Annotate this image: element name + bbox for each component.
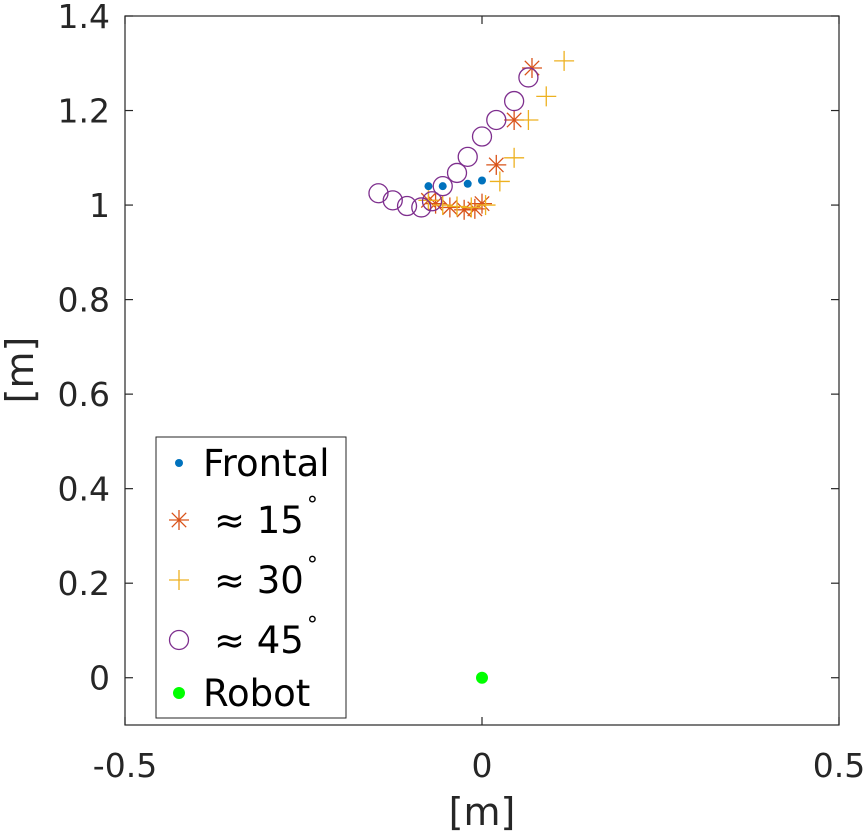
data-point	[432, 176, 453, 197]
x-tick-label: 0	[472, 746, 493, 785]
series-3-markers	[368, 67, 539, 218]
data-point	[518, 67, 539, 88]
y-tick-label: 0.6	[58, 375, 110, 414]
data-point	[446, 162, 468, 184]
legend-entry: ≈ 15 °	[169, 493, 318, 542]
data-point	[518, 109, 539, 130]
legend-degree-sign: °	[307, 493, 318, 518]
legend-degree-sign: °	[307, 553, 318, 578]
series-0-markers	[424, 176, 486, 191]
x-tick-label: 0.5	[813, 746, 865, 785]
series-4-markers	[476, 671, 488, 684]
data-point	[382, 190, 403, 211]
legend: Frontal≈ 15 °≈ 30 °≈ 45 °Robot	[155, 436, 347, 719]
y-tick-label: 1.4	[58, 0, 110, 36]
data-point	[411, 197, 432, 218]
data-point	[489, 171, 510, 192]
data-point	[478, 176, 486, 185]
axis-tick-labels: -0.5 0 0.5 0 0.2 0.4 0.6 0.8 1 1.2 1.4	[58, 0, 866, 785]
data-point	[554, 50, 575, 71]
legend-marker	[175, 459, 183, 467]
legend-label: ≈ 15	[214, 499, 304, 542]
y-tick-label: 0.4	[58, 470, 110, 509]
x-tick-label: -0.5	[93, 746, 157, 785]
data-point	[504, 147, 525, 168]
data-point	[536, 86, 557, 107]
legend-marker	[169, 570, 189, 590]
data-point	[447, 196, 468, 217]
series-2-markers	[418, 50, 575, 218]
data-marks	[368, 50, 575, 684]
data-point	[475, 195, 496, 216]
y-tick-label: 1.2	[58, 92, 110, 131]
data-point	[461, 197, 482, 218]
data-point	[424, 182, 433, 191]
legend-entry: Frontal	[175, 442, 330, 485]
legend-label: ≈ 30	[214, 559, 304, 602]
legend-label: Frontal	[203, 442, 330, 485]
data-point	[368, 183, 389, 204]
data-point	[472, 193, 492, 214]
data-point	[421, 191, 443, 212]
legend-entry: ≈ 45 °	[168, 613, 318, 662]
y-axis-label: [m]	[0, 337, 42, 404]
y-tick-label: 0.2	[58, 564, 110, 603]
axis-ticks	[124, 15, 840, 725]
data-point	[396, 195, 418, 217]
data-point	[457, 146, 478, 168]
x-axis-label: [m]	[449, 790, 516, 833]
legend-box	[155, 436, 347, 719]
data-point	[438, 182, 447, 191]
legend-degree-sign: °	[307, 613, 318, 638]
y-tick-label: 1	[89, 186, 110, 225]
data-point	[486, 109, 507, 131]
data-point	[432, 195, 453, 216]
legend-entry: ≈ 30 °	[169, 553, 318, 602]
data-point	[486, 154, 507, 175]
y-tick-label: 0	[89, 659, 110, 698]
data-point	[463, 179, 472, 188]
legend-entry: Robot	[173, 672, 310, 715]
legend-marker	[173, 687, 185, 699]
data-point	[471, 126, 493, 147]
legend-label: Robot	[203, 672, 310, 715]
data-point	[476, 671, 488, 684]
data-point	[503, 90, 525, 112]
y-tick-label: 0.8	[58, 281, 110, 320]
legend-label: ≈ 45	[214, 619, 304, 662]
legend-marker	[169, 510, 189, 530]
legend-marker	[168, 629, 190, 651]
